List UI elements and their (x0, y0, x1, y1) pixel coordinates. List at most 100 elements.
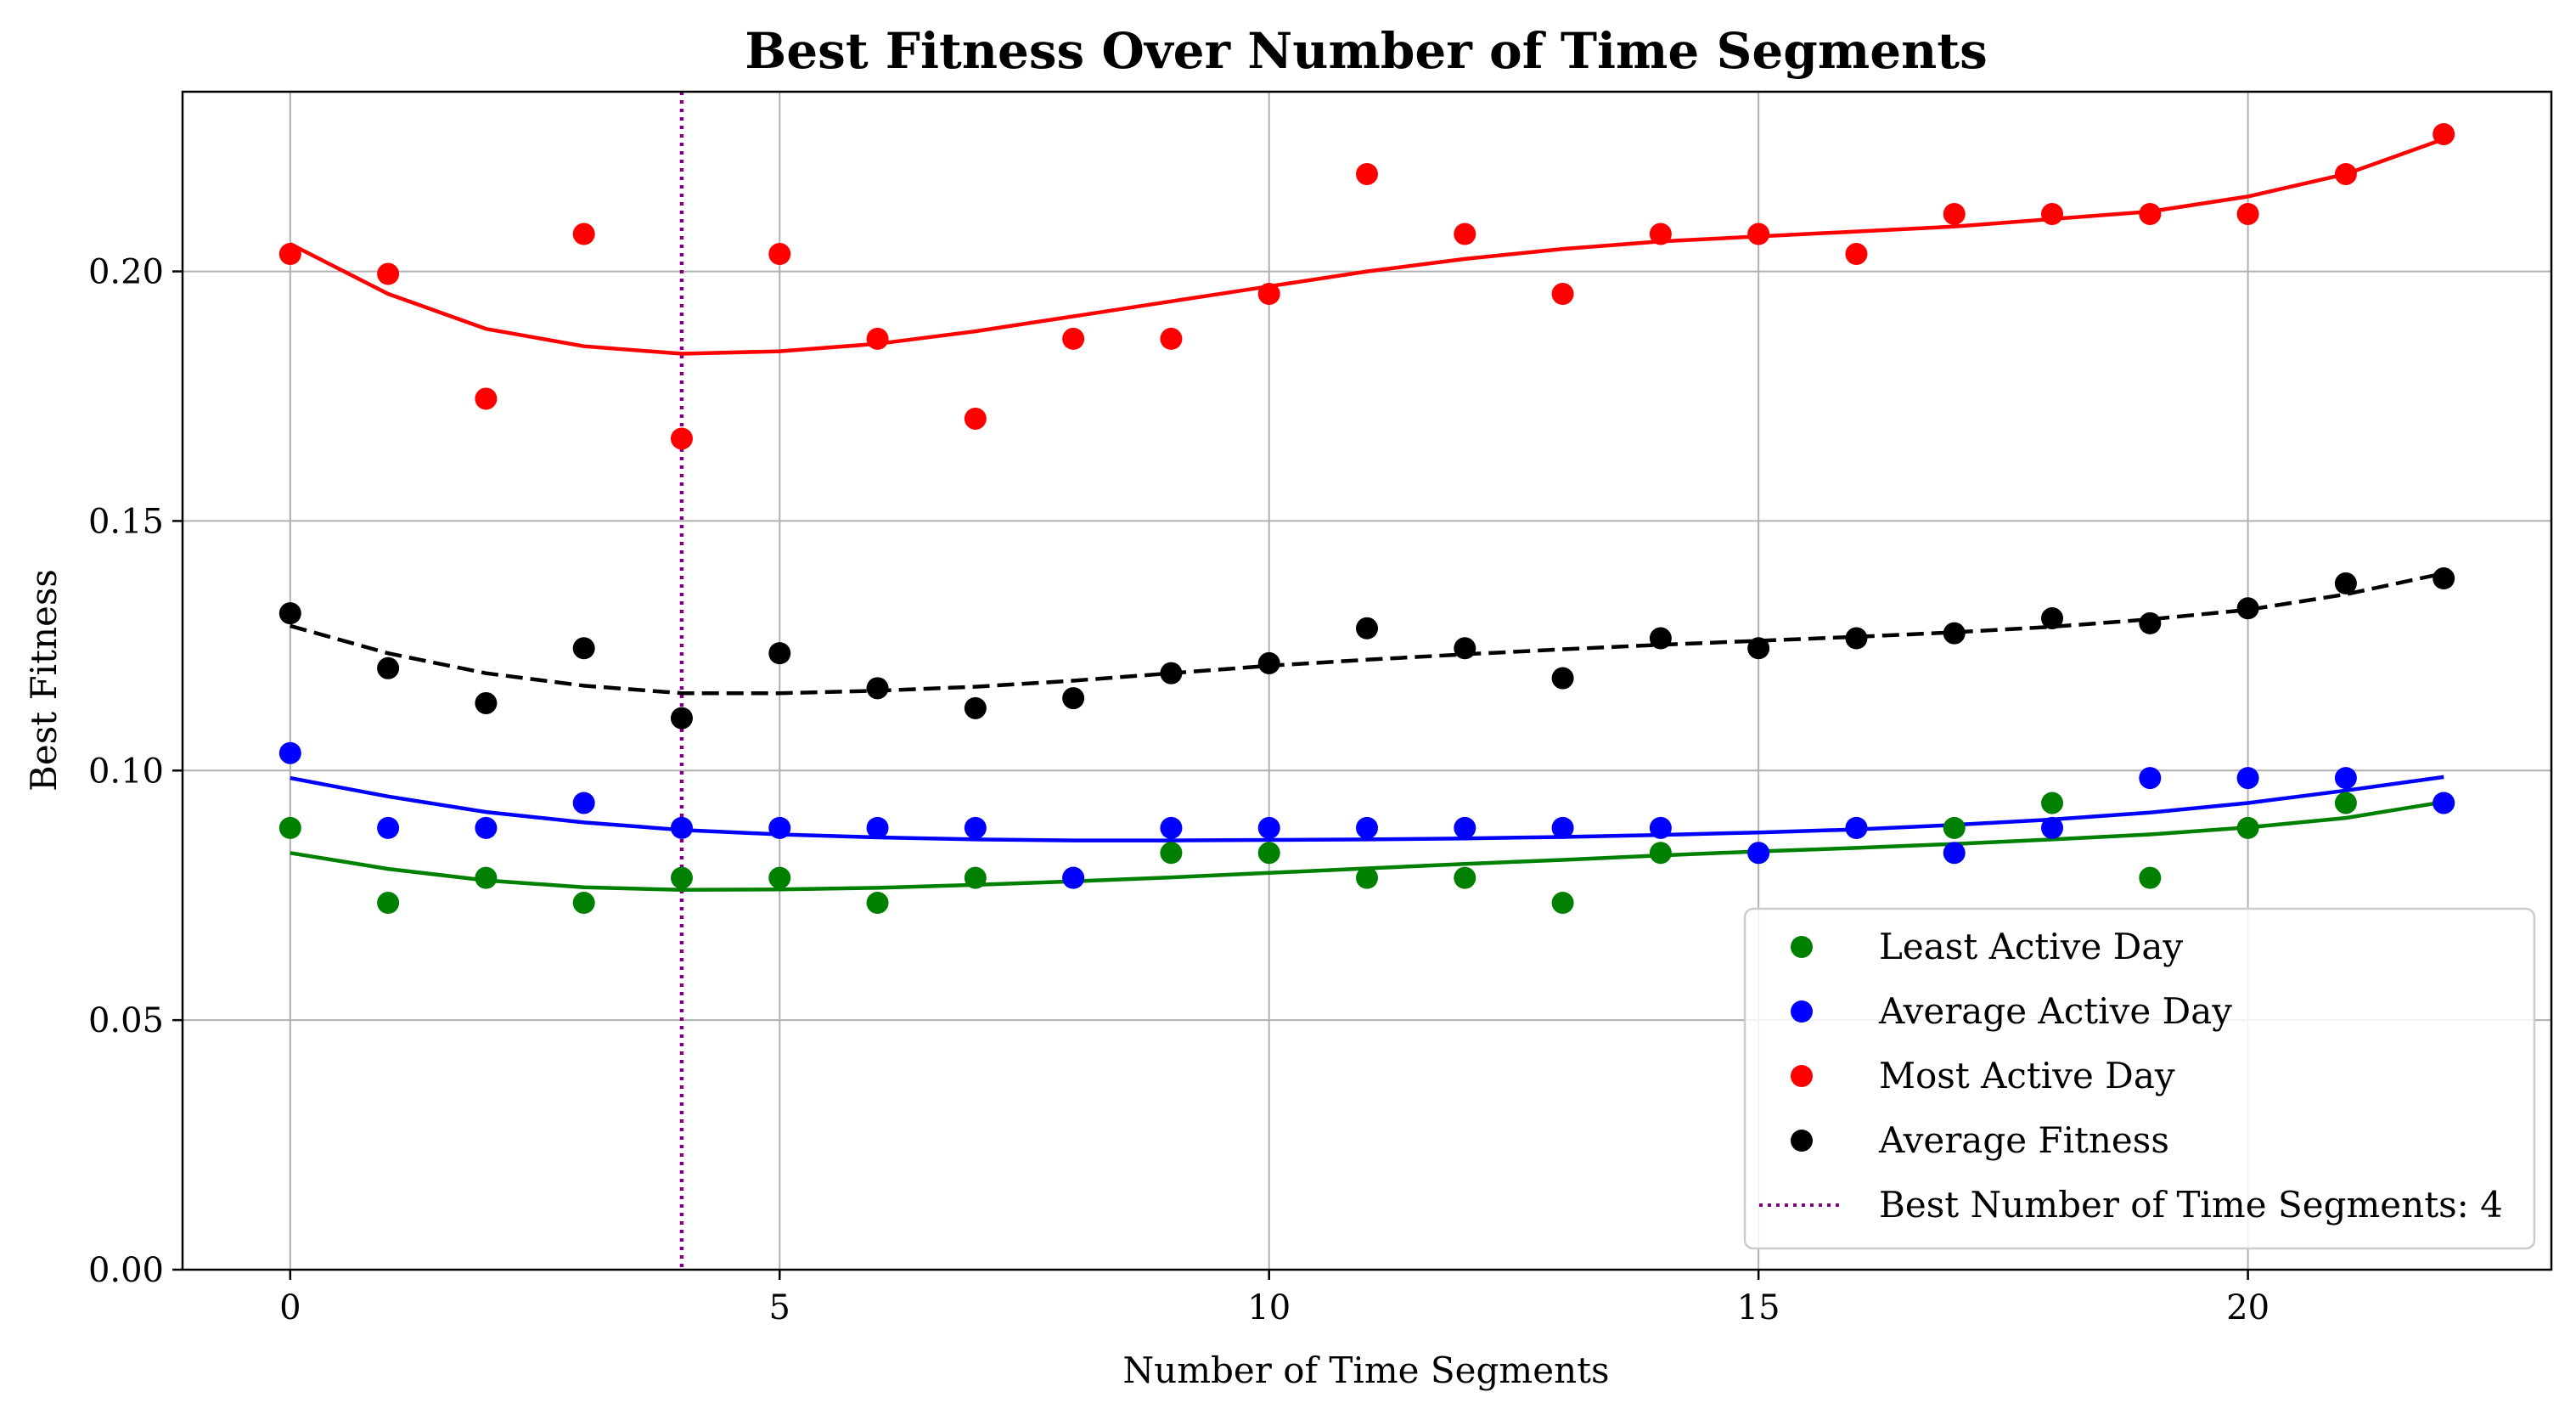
data-point (2041, 202, 2064, 225)
x-tick-label: 20 (2226, 1288, 2269, 1327)
data-point (2139, 866, 2162, 889)
data-point (1649, 842, 1672, 865)
data-point (1160, 327, 1183, 350)
legend-label-least-active-day: Least Active Day (1879, 926, 2183, 967)
legend-label-best-time-segments: Best Number of Time Segments: 4 (1879, 1184, 2503, 1226)
data-point (1356, 617, 1378, 640)
data-point (1062, 866, 1085, 889)
data-point (475, 866, 498, 889)
data-point (1356, 162, 1378, 185)
legend-marker-most-active-day (1791, 1065, 1813, 1087)
data-point (278, 741, 301, 764)
plot-area (278, 92, 2455, 1270)
data-point (1062, 687, 1085, 710)
trend-line (289, 137, 2444, 356)
legend-label-most-active-day: Most Active Day (1879, 1055, 2175, 1096)
legend-label-average-fitness: Average Fitness (1878, 1119, 2169, 1161)
legend-marker-least-active-day (1791, 936, 1813, 958)
legend-entry-average-fitness: Average Fitness (1791, 1119, 2169, 1161)
data-point (2334, 792, 2357, 814)
legend-entry-average-active-day: Average Active Day (1791, 990, 2232, 1032)
data-point (1747, 842, 1770, 865)
axis-ticks: 0 5 10 15 20 0.00 0.05 0.10 0.15 0.20 (88, 253, 2269, 1327)
data-point (1943, 202, 1966, 225)
data-point (964, 816, 987, 839)
data-point (475, 691, 498, 714)
data-point (964, 407, 987, 430)
data-point (1160, 816, 1183, 839)
y-tick-label: 0.00 (88, 1251, 164, 1290)
x-axis-label: Number of Time Segments (1122, 1350, 1609, 1391)
data-point (866, 892, 889, 915)
data-point (1943, 816, 1966, 839)
data-point (278, 243, 301, 266)
data-point (2236, 597, 2259, 620)
legend-box (1743, 907, 2536, 1250)
data-point (768, 243, 791, 266)
data-point (278, 816, 301, 839)
data-point (377, 262, 400, 285)
data-point (2041, 816, 2064, 839)
data-point (1845, 243, 1868, 266)
data-point (1943, 842, 1966, 865)
data-point (866, 327, 889, 350)
data-point (2334, 767, 2357, 790)
data-point (475, 816, 498, 839)
data-point (1062, 327, 1085, 350)
data-point (2433, 122, 2455, 145)
data-point (2236, 767, 2259, 790)
data-point (2139, 767, 2162, 790)
data-point (2334, 572, 2357, 594)
legend-label-average-active-day: Average Active Day (1878, 990, 2232, 1032)
data-point (1551, 816, 1574, 839)
data-point (1551, 283, 1574, 306)
data-point (278, 602, 301, 625)
data-point (1454, 866, 1476, 889)
chart-title: Best Fitness Over Number of Time Segment… (745, 22, 1987, 80)
trend-line (290, 571, 2444, 696)
data-point (670, 816, 693, 839)
plot-frame (181, 90, 2553, 1271)
data-point (670, 866, 693, 889)
data-point (866, 816, 889, 839)
data-point (1454, 637, 1476, 660)
legend-marker-average-active-day (1791, 1000, 1813, 1023)
data-point (1845, 627, 1868, 650)
y-tick-label: 0.10 (88, 752, 164, 791)
y-axis-label: Best Fitness (23, 569, 65, 792)
legend-entry-best-time-segments: Best Number of Time Segments: 4 (1759, 1184, 2503, 1226)
data-point (377, 816, 400, 839)
data-point (2139, 611, 2162, 634)
data-point (1257, 816, 1280, 839)
data-point (572, 892, 595, 915)
data-point (1257, 842, 1280, 865)
data-point (2041, 607, 2064, 630)
data-point (2236, 202, 2259, 225)
data-point (1649, 223, 1672, 245)
x-tick-label: 15 (1737, 1288, 1780, 1327)
x-tick-label: 5 (769, 1288, 790, 1327)
data-point (1257, 283, 1280, 306)
legend-entry-least-active-day: Least Active Day (1791, 926, 2183, 967)
data-point (475, 387, 498, 410)
data-point (670, 427, 693, 450)
y-tick-label: 0.15 (88, 502, 164, 541)
data-point (377, 892, 400, 915)
legend-marker-average-fitness (1791, 1130, 1813, 1152)
legend-entry-most-active-day: Most Active Day (1791, 1055, 2175, 1096)
data-point (1649, 627, 1672, 650)
data-point (768, 642, 791, 665)
data-point (1356, 816, 1378, 839)
data-point (866, 677, 889, 700)
data-point (1943, 622, 1966, 645)
data-point (377, 656, 400, 679)
data-point (2139, 202, 2162, 225)
data-point (572, 637, 595, 660)
data-point (1356, 866, 1378, 889)
x-tick-label: 10 (1247, 1288, 1291, 1327)
data-point (1160, 662, 1183, 685)
y-tick-label: 0.05 (88, 1001, 164, 1040)
data-point (1257, 651, 1280, 674)
data-point (964, 866, 987, 889)
data-point (2433, 792, 2455, 814)
